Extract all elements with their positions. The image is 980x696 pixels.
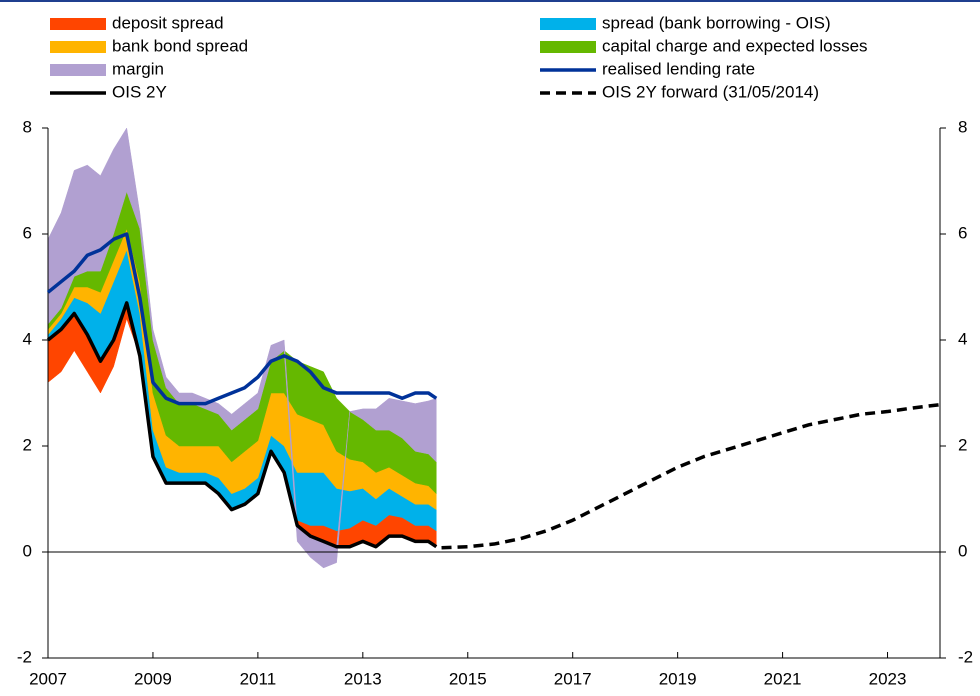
y2-tick-label: 6: [958, 223, 967, 242]
legend-swatch: [50, 64, 106, 76]
y-tick-label: 2: [23, 435, 32, 454]
x-tick-label: 2019: [659, 669, 697, 688]
x-tick-label: 2011: [240, 669, 277, 688]
y2-tick-label: 4: [958, 329, 967, 348]
legend-label: capital charge and expected losses: [602, 36, 868, 55]
x-tick-label: 2017: [554, 669, 592, 688]
y-tick-label: 4: [23, 329, 32, 348]
plot-area: 8 8 6 6 4 4 2 2 0 0 -2 -2 2007 2009 2011 2013 2015 2017 20…: [17, 117, 973, 688]
line: [46, 301, 438, 549]
y-tick-label: 6: [23, 223, 32, 242]
y2-tick-label: 8: [958, 117, 967, 136]
legend-swatch: [540, 18, 596, 30]
x-tick-label: 2007: [29, 669, 67, 688]
y-tick-label: -2: [17, 647, 32, 666]
area: [47, 127, 437, 569]
x-tick-label: 2013: [344, 669, 382, 688]
legend-label: margin: [112, 59, 164, 78]
x-tick-label: 2023: [869, 669, 907, 688]
legend-label: bank bond spread: [112, 36, 248, 55]
legend-label: spread (bank borrowing - OIS): [602, 13, 831, 32]
legend-swatch: [50, 18, 106, 30]
legend-label: OIS 2Y: [112, 82, 167, 101]
line: [441, 402, 941, 550]
y2-tick-label: 2: [958, 435, 967, 454]
legend-label: deposit spread: [112, 13, 224, 32]
y-tick-label: 0: [23, 541, 32, 560]
x-tick-label: 2009: [134, 669, 172, 688]
legend-swatch: [50, 41, 106, 53]
x-tick-label: 2015: [449, 669, 487, 688]
y2-tick-label: -2: [958, 647, 973, 666]
x-tick-label: 2021: [764, 669, 802, 688]
legend-swatch: [540, 41, 596, 53]
legend-label: OIS 2Y forward (31/05/2014): [602, 82, 819, 101]
legend: deposit spread spread (bank borrowing - O…: [50, 13, 868, 101]
y-tick-label: 8: [23, 117, 32, 136]
line: [46, 232, 438, 406]
legend-label: realised lending rate: [602, 59, 755, 78]
y2-tick-label: 0: [958, 541, 967, 560]
